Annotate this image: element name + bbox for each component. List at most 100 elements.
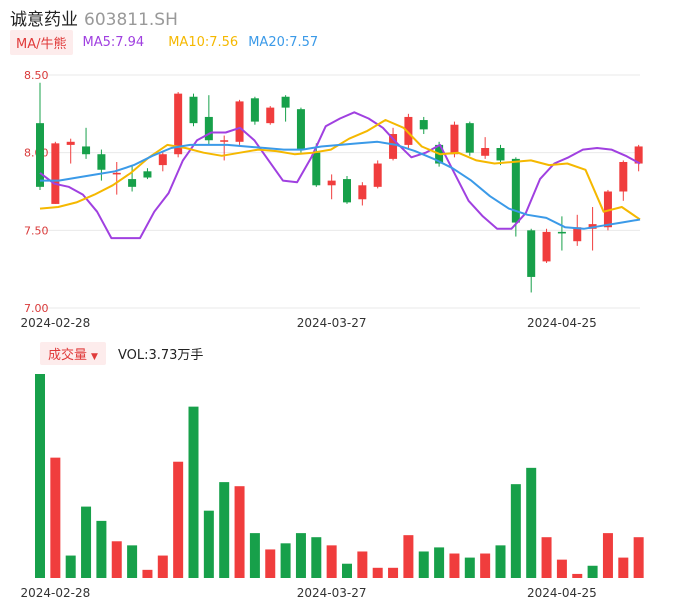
- volume-bar: [464, 557, 475, 578]
- candle-body: [404, 116, 413, 145]
- x-tick-label: 2024-02-28: [20, 586, 90, 600]
- volume-bar: [541, 537, 552, 578]
- volume-bar: [587, 565, 598, 578]
- candle-body: [557, 231, 566, 234]
- volume-bar: [219, 482, 230, 578]
- volume-bar: [388, 567, 399, 578]
- x-tick-label: 2024-04-25: [527, 586, 597, 600]
- candle-body: [235, 101, 244, 142]
- stock-name: 诚意药业: [10, 10, 78, 30]
- volume-value: VOL:3.73万手: [117, 348, 204, 363]
- candle-body: [496, 148, 505, 161]
- caret-down-icon: ▼: [91, 352, 98, 362]
- candle-body: [312, 152, 321, 186]
- volume-bar: [96, 520, 107, 578]
- volume-bar: [142, 569, 153, 578]
- volume-bar: [157, 555, 168, 578]
- candle-body: [189, 96, 198, 124]
- candle-body: [174, 93, 183, 155]
- volume-bar: [602, 533, 613, 578]
- volume-bar: [326, 545, 337, 578]
- ma-selector-button[interactable]: MA/牛熊: [10, 30, 73, 55]
- volume-bar: [342, 563, 352, 578]
- x-tick-label: 2024-03-27: [297, 316, 367, 330]
- candle-body: [266, 107, 275, 124]
- candle-body: [66, 141, 75, 145]
- volume-bar: [495, 545, 506, 578]
- volume-bar: [280, 543, 291, 578]
- volume-bar: [372, 567, 383, 578]
- candle-body: [250, 98, 259, 122]
- candle-body: [82, 146, 91, 155]
- candle-body: [281, 96, 290, 108]
- ma20-legend: MA20:7.57: [248, 35, 319, 50]
- volume-bar: [249, 533, 260, 578]
- volume-bar: [556, 559, 567, 578]
- candle-body: [634, 146, 643, 164]
- volume-bar: [265, 549, 276, 578]
- volume-bar: [572, 573, 583, 578]
- volume-bar: [295, 533, 306, 578]
- candle-body: [327, 180, 336, 186]
- candlesticks: [36, 82, 643, 293]
- candle-body: [419, 120, 428, 130]
- volume-bar: [50, 457, 61, 578]
- candle-body: [112, 172, 121, 175]
- volume-bar: [618, 557, 629, 578]
- y-tick-label: 7.00: [24, 302, 49, 315]
- volume-bar: [188, 406, 199, 578]
- y-tick-label: 7.50: [24, 224, 49, 237]
- price-x-axis: 2024-02-28 2024-03-27 2024-04-25: [20, 316, 596, 330]
- volume-bar: [403, 535, 414, 578]
- volume-bar: [311, 537, 322, 578]
- volume-bar: [434, 547, 445, 578]
- volume-bar: [418, 551, 429, 578]
- ma10-line: [39, 119, 641, 221]
- stock-code: 603811.SH: [84, 10, 178, 30]
- volume-bar: [35, 374, 45, 578]
- candle-body: [389, 134, 398, 159]
- volume-bar: [357, 551, 368, 578]
- volume-bar: [81, 506, 92, 578]
- ma10-legend: MA10:7.56: [168, 35, 239, 50]
- volume-bar: [480, 553, 491, 578]
- candle-body: [603, 191, 612, 228]
- candle-body: [481, 148, 490, 156]
- x-tick-label: 2024-03-27: [297, 586, 367, 600]
- price-grid: [40, 74, 640, 309]
- volume-bar: [633, 537, 644, 578]
- volume-x-axis: 2024-02-28 2024-03-27 2024-04-25: [20, 586, 596, 600]
- candle-body: [465, 123, 474, 153]
- volume-bar: [526, 467, 537, 578]
- candle-body: [36, 123, 44, 187]
- price-y-axis: 8.508.007.507.00: [24, 69, 49, 315]
- candle-body: [343, 179, 351, 203]
- volume-bar: [65, 555, 76, 578]
- ma5-line: [39, 111, 641, 240]
- x-tick-label: 2024-04-25: [527, 316, 597, 330]
- volume-selector-button[interactable]: 成交量 ▼: [40, 342, 106, 365]
- volume-bar: [203, 510, 214, 578]
- candle-body: [450, 124, 459, 155]
- candle-body: [97, 154, 106, 170]
- x-tick-label: 2024-02-28: [20, 316, 90, 330]
- volume-bar: [127, 545, 138, 578]
- ma20-line: [40, 140, 641, 230]
- candle-body: [220, 140, 229, 142]
- candle-body: [511, 158, 520, 223]
- ma5-legend: MA5:7.94: [82, 35, 145, 50]
- y-tick-label: 8.50: [24, 69, 49, 82]
- volume-bar: [510, 484, 521, 578]
- candle-body: [573, 227, 582, 242]
- volume-legend: 成交量 ▼ VOL:3.73万手: [40, 342, 204, 365]
- ma-lines: [39, 111, 641, 240]
- candle-body: [619, 161, 628, 192]
- volume-bar: [173, 461, 184, 578]
- candle-body: [542, 231, 551, 262]
- volume-bars: [35, 374, 644, 578]
- ma-legend: MA/牛熊 MA5:7.94 MA10:7.56 MA20:7.57: [10, 30, 319, 55]
- header: 诚意药业 603811.SH: [10, 5, 178, 30]
- volume-selector-label: 成交量: [48, 348, 88, 363]
- candle-body: [296, 109, 305, 150]
- candle-body: [358, 185, 367, 200]
